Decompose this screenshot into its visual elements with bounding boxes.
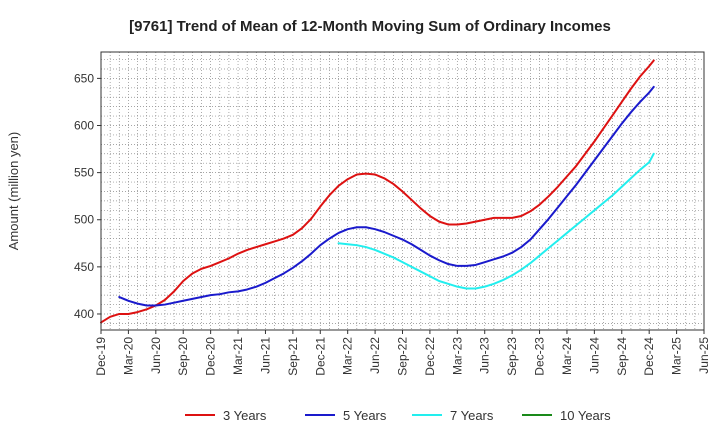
legend-label-7-years: 7 Years — [450, 408, 494, 423]
x-tick-label: Sep-22 — [396, 337, 410, 376]
y-tick-label: 400 — [74, 307, 94, 321]
y-ticks: 400 450 500 550 600 650 — [74, 71, 101, 321]
x-tick-label: Dec-22 — [423, 337, 437, 376]
series-line-5-years — [118, 85, 655, 307]
x-tick-label: Dec-23 — [533, 337, 547, 376]
x-tick-label: Mar-21 — [231, 337, 245, 375]
x-tick-label: Dec-24 — [642, 337, 656, 376]
x-tick-label: Jun-22 — [368, 337, 382, 374]
x-tick-label: Mar-23 — [450, 337, 464, 375]
y-tick-label: 650 — [74, 71, 94, 85]
x-tick-label: Dec-21 — [313, 337, 327, 376]
x-tick-label: Jun-20 — [149, 337, 163, 374]
grid — [101, 52, 704, 330]
chart-title: [9761] Trend of Mean of 12-Month Moving … — [129, 18, 611, 35]
series-line-3-years — [100, 59, 655, 324]
y-axis-label: Amount (million yen) — [6, 132, 21, 251]
x-tick-label: Dec-20 — [204, 337, 218, 376]
x-tick-label: Jun-21 — [258, 337, 272, 374]
x-tick-label: Jun-25 — [697, 337, 711, 374]
y-tick-label: 500 — [74, 213, 94, 227]
x-tick-label: Dec-19 — [94, 337, 108, 376]
series-layer — [100, 59, 655, 324]
legend: 3 Years 5 Years 7 Years 10 Years — [185, 408, 611, 423]
y-tick-label: 450 — [74, 260, 94, 274]
x-tick-label: Jun-24 — [587, 337, 601, 374]
x-tick-label: Sep-23 — [505, 337, 519, 376]
x-tick-label: Mar-22 — [341, 337, 355, 375]
series-line-7-years — [337, 152, 655, 290]
y-tick-label: 600 — [74, 119, 94, 133]
x-tick-label: Sep-24 — [615, 337, 629, 376]
x-tick-label: Jun-23 — [478, 337, 492, 374]
legend-label-5-years: 5 Years — [343, 408, 387, 423]
x-tick-label: Mar-24 — [560, 337, 574, 375]
x-tick-label: Sep-21 — [286, 337, 300, 376]
x-tick-label: Sep-20 — [176, 337, 190, 376]
x-ticks: Dec-19 Mar-20 Jun-20 Sep-20 Dec-20 Mar-21 Jun-… — [94, 330, 711, 376]
legend-label-10-years: 10 Years — [560, 408, 611, 423]
x-tick-label: Mar-25 — [670, 337, 684, 375]
x-tick-label: Mar-20 — [121, 337, 135, 375]
legend-label-3-years: 3 Years — [223, 408, 267, 423]
y-tick-label: 550 — [74, 166, 94, 180]
